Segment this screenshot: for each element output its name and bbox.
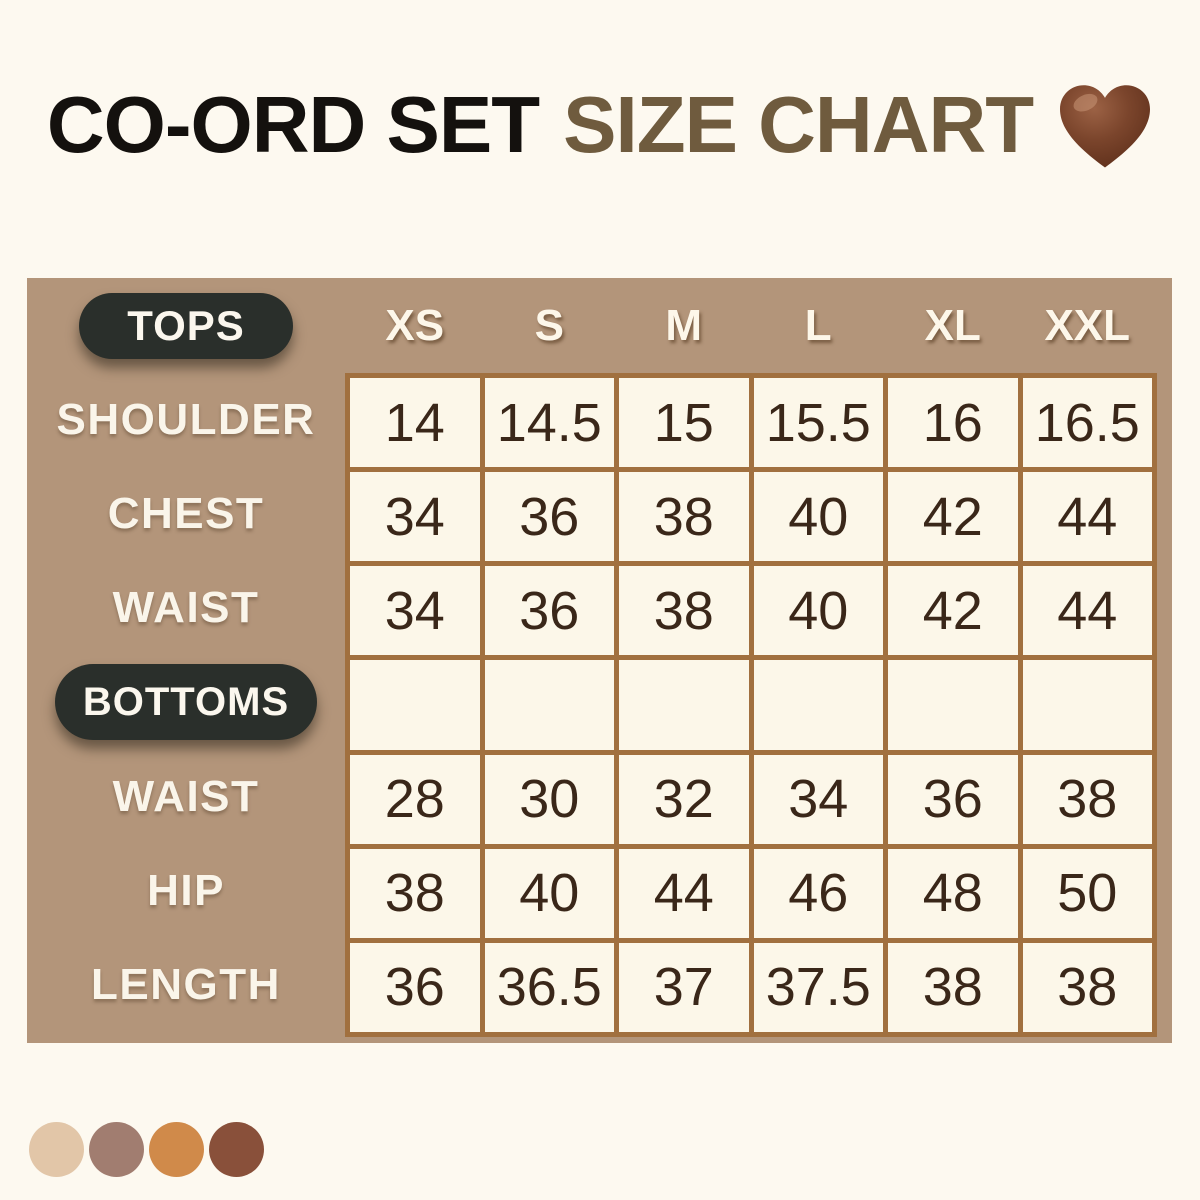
cell-chest-l: 40 [753, 472, 883, 562]
cell-length-m: 37 [619, 942, 749, 1032]
cell-botwaist-xxl: 38 [1022, 754, 1152, 844]
title-product: CO-ORD SET [46, 80, 540, 169]
data-column: XS S M L XL XXL 14 14.5 15 15.5 16 16.5 … [345, 278, 1172, 1043]
cell-length-xl: 38 [888, 942, 1018, 1032]
size-header-m: M [665, 300, 703, 350]
cell-botwaist-xl: 36 [888, 754, 1018, 844]
cell-chest-xxl: 44 [1022, 472, 1152, 562]
color-swatches [29, 1122, 264, 1177]
cell-chest-s: 36 [484, 472, 614, 562]
cell-shoulder-s: 14.5 [484, 378, 614, 468]
measurements-grid: 14 14.5 15 15.5 16 16.5 34 36 38 40 42 4… [345, 373, 1157, 1037]
size-header-xl: XL [924, 300, 981, 350]
cell-hip-s: 40 [484, 848, 614, 938]
cell-botwaist-m: 32 [619, 754, 749, 844]
row-label-waist-bottom: WAIST [112, 771, 260, 821]
cell-topwaist-xs: 34 [350, 566, 480, 656]
row-label-waist-top: WAIST [112, 583, 260, 633]
cell-shoulder-xxl: 16.5 [1022, 378, 1152, 468]
empty-cell [1022, 660, 1152, 750]
empty-cell [350, 660, 480, 750]
empty-cell [753, 660, 883, 750]
measure-label-column: TOPS SHOULDER CHEST WAIST BOTTOMS WAIST … [27, 278, 345, 1043]
cell-length-l: 37.5 [753, 942, 883, 1032]
shade-swatch-mauve [89, 1122, 144, 1177]
empty-cell [888, 660, 1018, 750]
cell-chest-xs: 34 [350, 472, 480, 562]
title-suffix: SIZE CHART [563, 80, 1034, 169]
size-header-l: L [804, 300, 832, 350]
tops-section-label: TOPS [127, 301, 245, 349]
cell-topwaist-xl: 42 [888, 566, 1018, 656]
cell-shoulder-xl: 16 [888, 378, 1018, 468]
tops-pill-slot: TOPS [27, 278, 345, 373]
cell-shoulder-l: 15.5 [753, 378, 883, 468]
cell-botwaist-l: 34 [753, 754, 883, 844]
cell-hip-xxl: 50 [1022, 848, 1152, 938]
cell-length-s: 36.5 [484, 942, 614, 1032]
page-title: CO-ORD SET SIZE CHART [0, 0, 1200, 250]
cell-shoulder-xs: 14 [350, 378, 480, 468]
cell-topwaist-m: 38 [619, 566, 749, 656]
cell-length-xxl: 38 [1022, 942, 1152, 1032]
empty-cell [484, 660, 614, 750]
size-header-s: S [534, 300, 564, 350]
cell-topwaist-xxl: 44 [1022, 566, 1152, 656]
row-label-hip: HIP [147, 865, 225, 915]
empty-cell [619, 660, 749, 750]
shade-swatch-light-tan [29, 1122, 84, 1177]
row-label-shoulder: SHOULDER [56, 395, 316, 445]
tops-section-pill: TOPS [79, 292, 293, 359]
cell-chest-xl: 42 [888, 472, 1018, 562]
row-label-chest: CHEST [107, 489, 265, 539]
cell-length-xs: 36 [350, 942, 480, 1032]
cell-hip-l: 46 [753, 848, 883, 938]
size-header-xxl: XXL [1044, 300, 1131, 350]
bottoms-section-label: BOTTOMS [82, 679, 290, 724]
bottoms-pill-slot: BOTTOMS [27, 655, 345, 749]
brown-heart-icon [1060, 85, 1151, 168]
cell-hip-m: 44 [619, 848, 749, 938]
shade-swatch-orange [149, 1122, 204, 1177]
cell-hip-xs: 38 [350, 848, 480, 938]
cell-chest-m: 38 [619, 472, 749, 562]
cell-botwaist-s: 30 [484, 754, 614, 844]
row-label-length: LENGTH [91, 959, 281, 1009]
size-header-xs: XS [385, 300, 445, 350]
size-chart-table: TOPS SHOULDER CHEST WAIST BOTTOMS WAIST … [27, 278, 1172, 1043]
cell-topwaist-s: 36 [484, 566, 614, 656]
size-header-row: XS S M L XL XXL [345, 278, 1157, 373]
bottoms-section-pill: BOTTOMS [54, 664, 318, 741]
cell-botwaist-xs: 28 [350, 754, 480, 844]
shade-swatch-dark-brown [209, 1122, 264, 1177]
cell-shoulder-m: 15 [619, 378, 749, 468]
cell-hip-xl: 48 [888, 848, 1018, 938]
cell-topwaist-l: 40 [753, 566, 883, 656]
